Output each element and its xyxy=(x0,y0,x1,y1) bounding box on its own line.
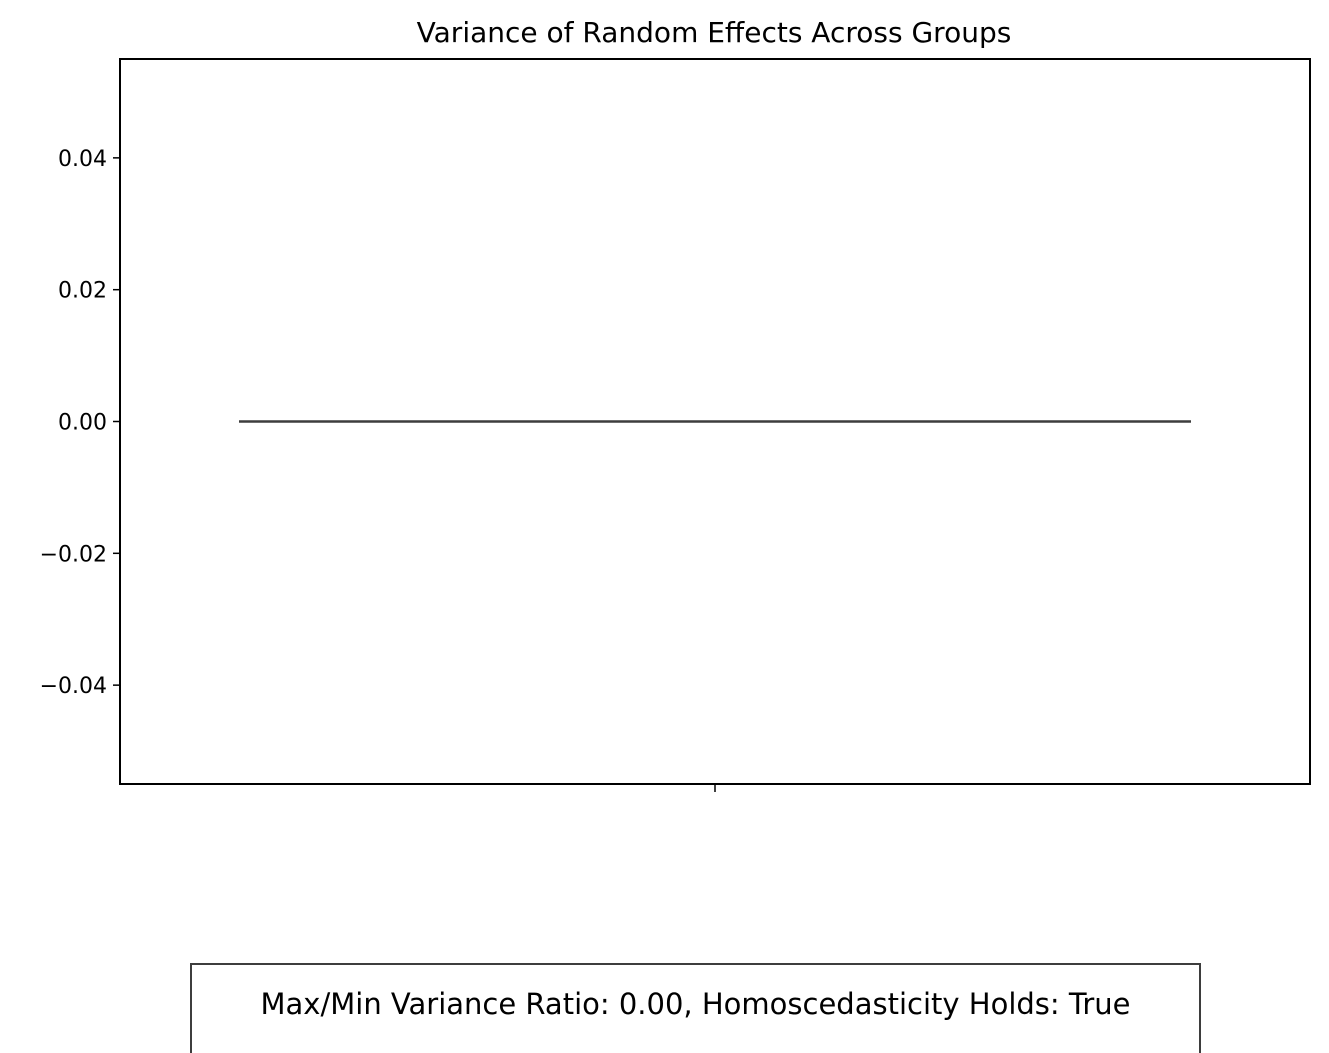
y-tick-label: 0.04 xyxy=(58,147,107,172)
y-tick-label: 0.00 xyxy=(58,411,107,436)
chart-title: Variance of Random Effects Across Groups xyxy=(417,16,1012,49)
plot-area: 0.04 0.02 0.00 −0.02 −0.04 xyxy=(40,147,1191,792)
y-tick-label: −0.04 xyxy=(40,674,107,699)
y-tick-label: 0.02 xyxy=(58,279,107,304)
annotation-text: Max/Min Variance Ratio: 0.00, Homoscedas… xyxy=(260,987,1131,1021)
plot-frame xyxy=(119,58,1311,785)
annotation-box: Max/Min Variance Ratio: 0.00, Homoscedas… xyxy=(190,963,1201,1053)
y-tick-label: −0.02 xyxy=(40,542,107,567)
